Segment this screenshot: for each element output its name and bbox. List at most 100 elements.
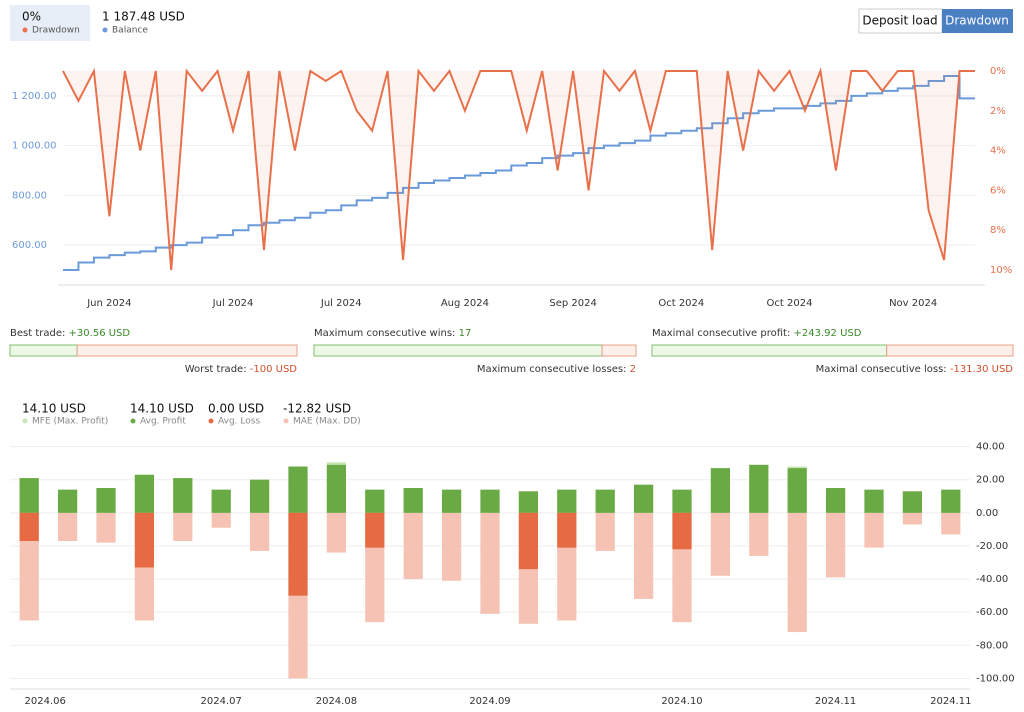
legend-name: Balance	[112, 26, 148, 36]
x-tick-label: Nov 2024	[889, 298, 937, 309]
bar	[288, 466, 308, 513]
legend-name: Avg. Loss	[218, 417, 260, 427]
y2-tick-label: 4%	[990, 146, 1006, 157]
x-tick-label: 2024.06	[25, 696, 66, 707]
bar	[902, 512, 922, 525]
button-label[interactable]: Drawdown	[945, 14, 1009, 28]
legend-dot	[22, 418, 28, 424]
bar	[749, 464, 769, 513]
stat-bad-bar	[76, 344, 298, 357]
y2-tick-label: 8%	[990, 225, 1006, 236]
legend-dot	[130, 418, 136, 424]
deposit-load-button[interactable]	[858, 8, 943, 34]
bar	[941, 512, 961, 535]
y-tick-label: -100.00	[976, 673, 1015, 684]
bar	[902, 491, 922, 513]
bar	[595, 512, 615, 551]
drawdown-legend-box	[10, 5, 90, 41]
y-tick-label: 800.00	[12, 190, 47, 201]
stat-label: Worst trade: -100 USD	[185, 364, 298, 375]
bar	[96, 488, 116, 513]
y-tick-label: 1 200.00	[12, 91, 57, 102]
y2-tick-label: 0%	[990, 66, 1006, 77]
x-tick-label: 2024.10	[661, 696, 702, 707]
bar	[710, 512, 730, 576]
y-tick-label: -80.00	[976, 640, 1008, 651]
stat-good-bar	[651, 344, 888, 357]
y-tick-label: 1 000.00	[12, 141, 57, 152]
legend-value: -12.82 USD	[283, 402, 351, 416]
legend-name: Drawdown	[32, 26, 80, 36]
bar	[518, 512, 538, 570]
bar	[365, 489, 385, 513]
bar	[710, 468, 730, 513]
y-tick-label: -20.00	[976, 541, 1008, 552]
drawdown-area	[63, 71, 975, 270]
button-label[interactable]: Deposit load	[862, 14, 937, 28]
x-tick-label: 2024.11	[815, 696, 856, 707]
bar	[19, 478, 39, 513]
bar	[403, 512, 423, 580]
bar	[941, 489, 961, 513]
bar	[787, 512, 807, 633]
bar	[326, 464, 346, 513]
x-tick-label: 2024.11	[930, 696, 971, 707]
series-line	[62, 67, 975, 271]
bar	[173, 478, 193, 513]
bar	[557, 512, 577, 548]
y2-tick-label: 6%	[990, 185, 1006, 196]
legend-value: 0.00 USD	[208, 402, 264, 416]
bar	[326, 512, 346, 553]
bar	[518, 491, 538, 513]
bar	[365, 512, 385, 548]
bar	[672, 512, 692, 550]
stat-bad-bar	[886, 344, 1014, 357]
legend-value: 1 187.48 USD	[102, 10, 185, 24]
x-tick-label: 2024.08	[316, 696, 357, 707]
y2-tick-label: 2%	[990, 106, 1006, 117]
bar	[173, 512, 193, 541]
legend-value: 14.10 USD	[130, 402, 194, 416]
bar	[211, 489, 231, 513]
bar	[134, 474, 154, 513]
bar	[96, 512, 116, 543]
stat-good-bar	[313, 344, 603, 357]
bar	[864, 489, 884, 513]
drawdown-button[interactable]	[942, 9, 1013, 33]
bar	[442, 489, 462, 513]
legend-name: MFE (Max. Profit)	[32, 417, 108, 427]
x-tick-label: Jul 2024	[320, 298, 362, 309]
stat-label: Maximal consecutive profit: +243.92 USD	[652, 328, 862, 339]
x-tick-label: Jul 2024	[212, 298, 254, 309]
stat-label: Maximal consecutive loss: -131.30 USD	[816, 364, 1014, 375]
stat-label: Best trade: +30.56 USD	[10, 328, 130, 339]
x-tick-label: Oct 2024	[767, 298, 813, 309]
bar	[826, 488, 846, 513]
bar	[480, 489, 500, 513]
legend-dot	[102, 27, 108, 33]
legend-dot	[22, 27, 28, 33]
y-tick-label: -40.00	[976, 574, 1008, 585]
stat-label: Maximum consecutive wins: 17	[314, 328, 471, 339]
legend-value: 0%	[22, 10, 41, 24]
bar	[288, 512, 308, 596]
y-tick-label: 20.00	[976, 475, 1005, 486]
bar	[442, 512, 462, 581]
legend-dot	[208, 418, 214, 424]
bar	[211, 512, 231, 528]
y-tick-label: 40.00	[976, 442, 1005, 453]
bar	[403, 488, 423, 513]
stat-bad-bar	[601, 344, 637, 357]
x-tick-label: 2024.07	[201, 696, 242, 707]
bar	[634, 512, 654, 599]
legend-dot	[283, 418, 289, 424]
bar	[787, 468, 807, 513]
y-tick-label: 600.00	[12, 240, 47, 251]
bar	[595, 489, 615, 513]
bar	[826, 512, 846, 578]
bar	[864, 512, 884, 548]
bar	[557, 489, 577, 513]
x-tick-label: Aug 2024	[441, 298, 489, 309]
x-tick-label: Jun 2024	[86, 298, 131, 309]
legend-name: MAE (Max. DD)	[293, 417, 361, 427]
